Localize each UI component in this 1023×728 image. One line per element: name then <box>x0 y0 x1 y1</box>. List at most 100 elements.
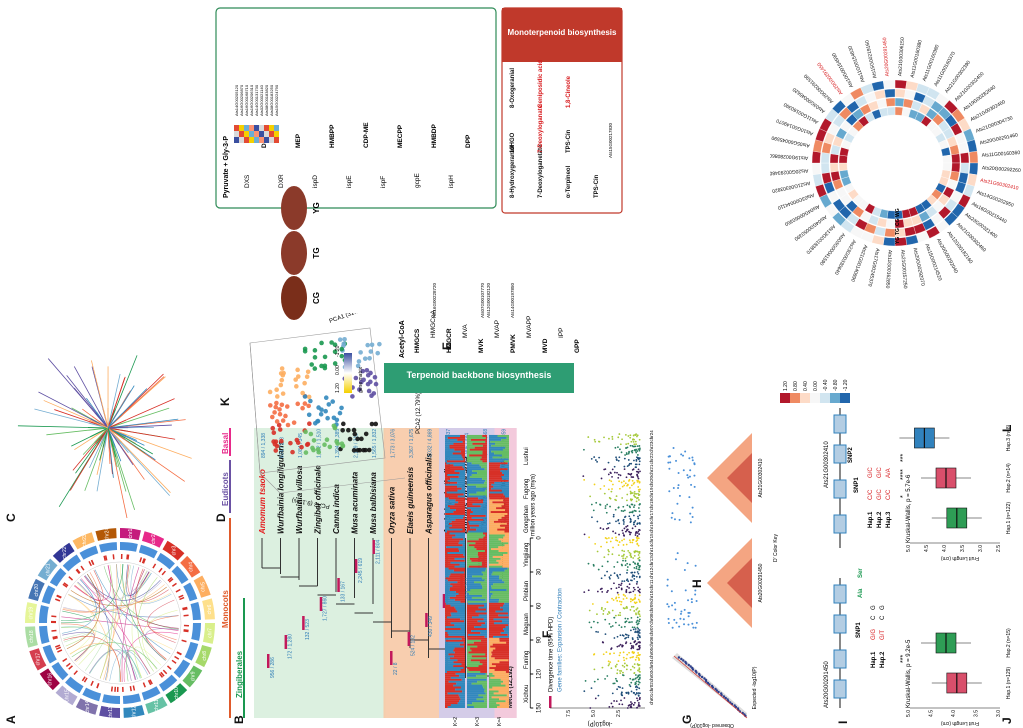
te-marker <box>142 558 146 564</box>
snp-point <box>633 459 635 462</box>
admixture-bar <box>489 544 505 547</box>
pca-point <box>363 447 368 453</box>
te-marker <box>65 662 71 668</box>
admixture-bar <box>467 448 470 451</box>
snp-point <box>632 557 635 559</box>
admixture-bar <box>489 583 494 586</box>
chromosome-tick: chr23 <box>649 441 654 453</box>
admixture-bar <box>471 559 487 562</box>
admixture-bar <box>445 489 458 492</box>
y-axis-label: -log10(P) <box>588 720 613 726</box>
admixture-bar <box>489 555 493 558</box>
snp-point <box>634 562 636 565</box>
admixture-bar <box>504 602 509 605</box>
admixture-bar <box>482 434 488 437</box>
pca-point <box>369 342 375 348</box>
admixture-bar <box>467 485 477 488</box>
ld-snp <box>687 599 690 602</box>
snp-point <box>637 702 640 704</box>
snp-point <box>604 633 607 636</box>
heat-cell <box>269 125 274 131</box>
synteny-link <box>137 577 158 672</box>
admixture-bar <box>467 544 469 547</box>
admixture-bar <box>467 680 478 683</box>
admixture-bar <box>489 509 506 512</box>
chromosome-label: chr15 <box>65 689 71 702</box>
snp-point <box>633 443 636 446</box>
ld-triangle-core <box>727 558 752 608</box>
boxplot-title: Kruskal-Wallis, p = 9.2e-5 <box>906 639 912 708</box>
admixture-bar <box>478 606 487 609</box>
admixture-bar <box>445 651 455 654</box>
snp-point <box>630 644 633 647</box>
snp-point <box>623 457 626 460</box>
ld-snp <box>688 457 691 460</box>
snp-point <box>615 539 617 541</box>
te-marker <box>179 596 185 601</box>
admixture-bar <box>482 444 487 447</box>
chromosome-label: chr11 <box>154 699 160 711</box>
tree-internal-branch <box>107 408 115 429</box>
admixture-bar <box>484 489 488 492</box>
admixture-bar <box>498 518 509 521</box>
admixture-bar <box>494 657 509 660</box>
snp-point <box>635 612 637 615</box>
admixture-bar <box>457 489 466 492</box>
snp-point <box>623 662 626 665</box>
admixture-bar <box>491 655 509 658</box>
tree-leaf-branch <box>72 443 96 471</box>
admixture-bar <box>453 649 465 652</box>
snp-point <box>636 562 639 565</box>
gene-density-track <box>190 602 201 621</box>
admixture-bar <box>467 542 476 545</box>
admixture-bar <box>457 581 465 584</box>
boxplot-ytick: 4.0 <box>942 545 948 552</box>
zingiberales-label: Zingiberales <box>235 650 244 698</box>
admixture-bar <box>463 645 465 648</box>
snp-point <box>624 515 627 518</box>
heat-cell <box>269 137 274 143</box>
hpd-bar <box>390 651 393 665</box>
admixture-bar <box>467 649 472 652</box>
snp-point <box>631 678 634 681</box>
tree-leaf-branch <box>112 447 118 468</box>
chromosome-label: chr3 <box>171 545 177 555</box>
admixture-bar <box>445 616 447 619</box>
snp-point <box>615 587 618 590</box>
admixture-bar <box>445 585 453 588</box>
synteny-link <box>83 575 179 629</box>
snp-point <box>629 444 632 447</box>
snp-point <box>619 573 621 576</box>
chromosome-label: chr16 <box>48 673 54 686</box>
snp-point <box>635 500 638 503</box>
admixture-bar <box>489 499 504 502</box>
pca-point <box>302 394 308 399</box>
boxplot-ytick: 3.5 <box>974 710 980 717</box>
admixture-bar <box>481 624 487 627</box>
admixture-bar <box>459 472 465 474</box>
qq-point <box>689 665 692 668</box>
snp-point <box>626 585 629 588</box>
chromosome-label: chr18 <box>29 630 35 643</box>
snp-point <box>621 529 624 532</box>
admixture-bar <box>445 696 460 699</box>
hap-i-snp: SNP1 <box>856 622 862 638</box>
pca-point <box>353 375 359 381</box>
snp-point <box>630 556 633 559</box>
panel-label-k: K <box>218 397 232 406</box>
admixture-bar <box>500 631 510 634</box>
ld-snp <box>667 455 670 458</box>
tree-leaf-branch <box>73 366 99 411</box>
snp-point <box>634 630 637 633</box>
admixture-bar <box>489 553 504 556</box>
snp-point <box>633 509 636 512</box>
snp-point <box>613 582 615 585</box>
boxplot-ylabel: Fruit Length (cm) <box>941 555 979 561</box>
snp-point <box>592 509 595 512</box>
admixture-bar <box>480 505 487 508</box>
ld-snp <box>679 612 682 615</box>
admixture-bar <box>445 626 466 629</box>
snp-point <box>635 613 637 616</box>
snp-point <box>630 484 633 487</box>
te-marker <box>183 629 189 632</box>
